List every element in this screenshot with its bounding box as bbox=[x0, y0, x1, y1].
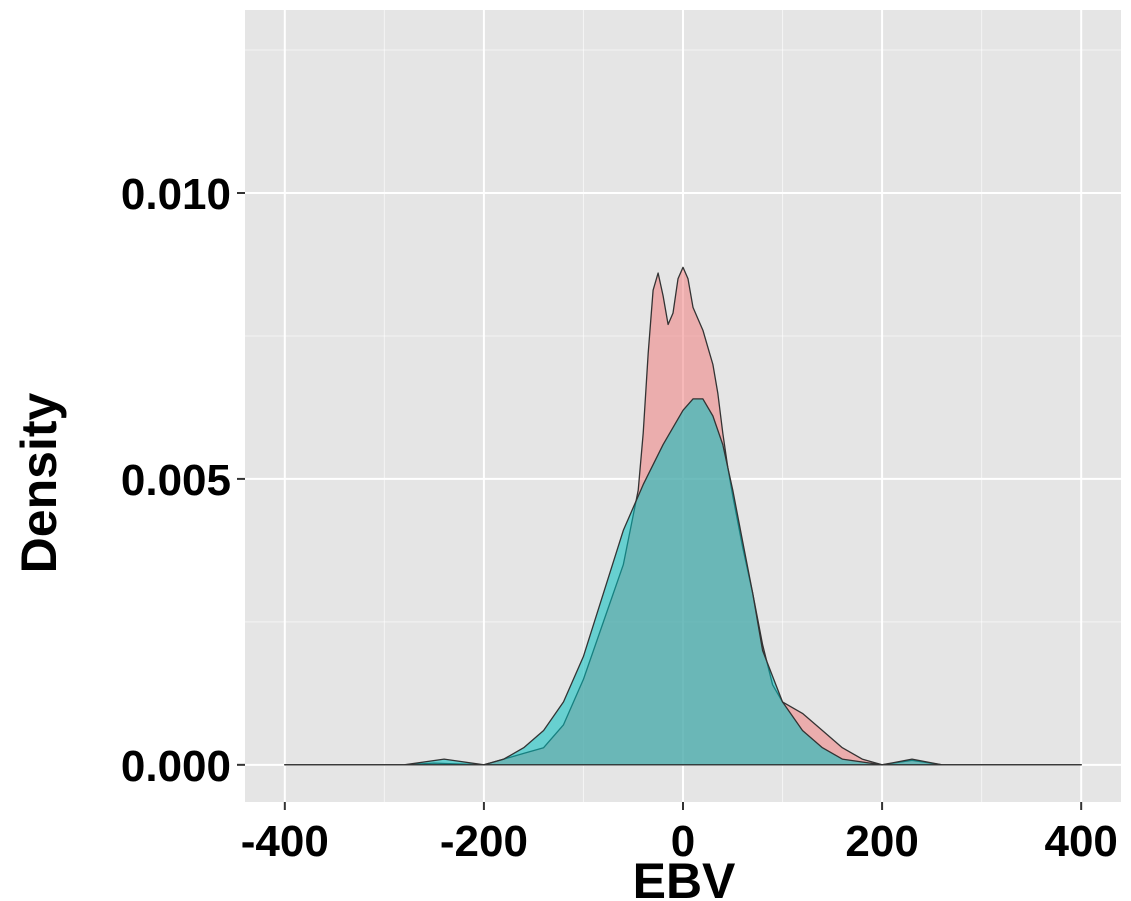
x-tick-label: 400 bbox=[1044, 817, 1117, 866]
y-tick-label: 0.000 bbox=[121, 742, 231, 791]
x-axis: -400 -200 0 200 400 bbox=[241, 802, 1118, 866]
x-tick-label: -200 bbox=[440, 817, 528, 866]
x-tick-label: -400 bbox=[241, 817, 329, 866]
y-axis: 0.000 0.005 0.010 bbox=[121, 170, 245, 791]
y-axis-title: Density bbox=[11, 393, 67, 574]
y-tick-label: 0.010 bbox=[121, 170, 231, 219]
series-layer bbox=[284, 266, 1082, 766]
x-tick-label: 200 bbox=[845, 817, 918, 866]
y-tick-label: 0.005 bbox=[121, 456, 231, 505]
density-area-series-2 bbox=[284, 398, 1082, 766]
x-axis-title: EBV bbox=[633, 853, 736, 901]
x-tick-label: 0 bbox=[671, 817, 695, 866]
